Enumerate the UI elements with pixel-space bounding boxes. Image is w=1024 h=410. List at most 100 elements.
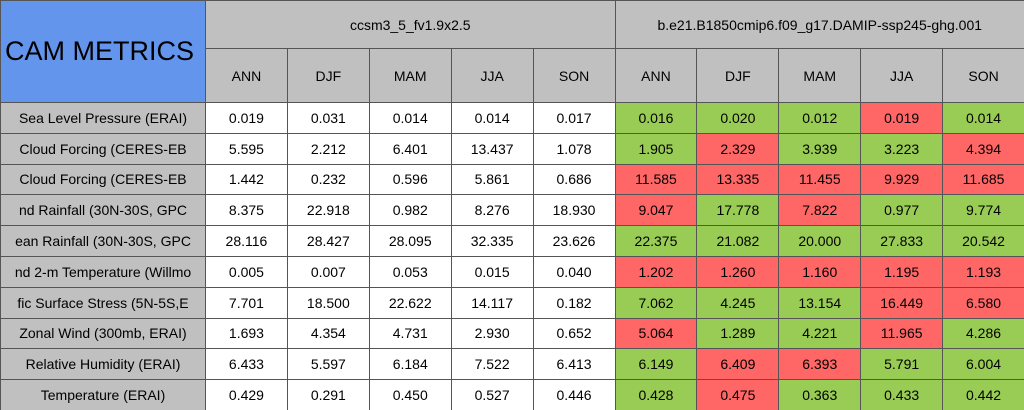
metric-value: 2.212: [286, 132, 370, 165]
metric-value: 0.020: [696, 102, 780, 134]
metric-value: 1.195: [860, 255, 944, 288]
season-header: SON: [942, 48, 1024, 103]
metric-value: 32.335: [450, 225, 534, 257]
metric-value: 0.686: [532, 163, 616, 196]
metric-value: 7.701: [205, 286, 288, 319]
metric-value: 7.062: [614, 286, 698, 319]
metric-value: 5.597: [286, 348, 370, 381]
metric-value: 0.040: [532, 255, 616, 288]
metric-value: 7.522: [450, 348, 534, 381]
metric-value: 0.019: [205, 102, 288, 134]
metric-value: 16.449: [860, 286, 944, 319]
metric-value: 28.095: [368, 225, 452, 257]
metric-value: 6.149: [614, 348, 698, 381]
metric-value: 1.905: [614, 132, 698, 165]
metric-value: 3.939: [778, 132, 862, 165]
season-header: JJA: [860, 48, 944, 103]
metric-value: 0.016: [614, 102, 698, 134]
metric-value: 17.778: [696, 194, 780, 227]
season-header: MAM: [778, 48, 862, 103]
metric-value: 11.585: [614, 163, 698, 196]
season-header: JJA: [450, 48, 534, 103]
metric-value: 0.017: [532, 102, 616, 134]
metric-value: 0.014: [942, 102, 1024, 134]
metric-label: Zonal Wind (300mb, ERAI): [0, 317, 206, 350]
metric-value: 22.375: [614, 225, 698, 257]
metric-value: 1.693: [205, 317, 288, 350]
metric-value: 6.433: [205, 348, 288, 381]
metric-value: 7.822: [778, 194, 862, 227]
metric-label: Cloud Forcing (CERES-EB: [0, 132, 206, 165]
metric-value: 0.019: [860, 102, 944, 134]
metric-label: Temperature (ERAI): [0, 379, 206, 410]
metric-value: 6.401: [368, 132, 452, 165]
metric-value: 18.500: [286, 286, 370, 319]
metric-value: 1.193: [942, 255, 1024, 288]
metric-value: 4.245: [696, 286, 780, 319]
metric-value: 0.475: [696, 379, 780, 410]
metric-value: 14.117: [450, 286, 534, 319]
metric-value: 6.393: [778, 348, 862, 381]
metric-value: 27.833: [860, 225, 944, 257]
metric-value: 0.433: [860, 379, 944, 410]
metric-value: 0.232: [286, 163, 370, 196]
metric-value: 0.053: [368, 255, 452, 288]
metric-label: nd 2-m Temperature (Willmo: [0, 255, 206, 288]
metric-value: 4.731: [368, 317, 452, 350]
metric-value: 4.354: [286, 317, 370, 350]
season-header: SON: [532, 48, 616, 103]
metric-value: 0.450: [368, 379, 452, 410]
metric-value: 0.442: [942, 379, 1024, 410]
metric-value: 13.437: [450, 132, 534, 165]
metric-value: 13.335: [696, 163, 780, 196]
metric-value: 9.047: [614, 194, 698, 227]
metric-value: 0.446: [532, 379, 616, 410]
metric-value: 1.202: [614, 255, 698, 288]
metric-value: 4.221: [778, 317, 862, 350]
metric-value: 8.276: [450, 194, 534, 227]
metric-value: 1.442: [205, 163, 288, 196]
metric-value: 11.455: [778, 163, 862, 196]
metric-value: 1.260: [696, 255, 780, 288]
metric-label: Cloud Forcing (CERES-EB: [0, 163, 206, 196]
metric-value: 0.014: [450, 102, 534, 134]
metric-value: 0.982: [368, 194, 452, 227]
metric-value: 1.078: [532, 132, 616, 165]
metric-value: 11.685: [942, 163, 1024, 196]
metric-value: 0.652: [532, 317, 616, 350]
season-header: MAM: [368, 48, 452, 103]
metric-value: 28.116: [205, 225, 288, 257]
metric-value: 22.918: [286, 194, 370, 227]
metric-value: 0.429: [205, 379, 288, 410]
metric-value: 21.082: [696, 225, 780, 257]
metric-value: 0.007: [286, 255, 370, 288]
metric-value: 5.064: [614, 317, 698, 350]
season-header: DJF: [286, 48, 370, 103]
metric-value: 9.929: [860, 163, 944, 196]
metric-value: 20.000: [778, 225, 862, 257]
metric-value: 8.375: [205, 194, 288, 227]
metric-value: 9.774: [942, 194, 1024, 227]
metric-value: 3.223: [860, 132, 944, 165]
group-header: ccsm3_5_fv1.9x2.5: [205, 0, 616, 49]
metric-value: 0.031: [286, 102, 370, 134]
metric-value: 18.930: [532, 194, 616, 227]
metric-value: 6.004: [942, 348, 1024, 381]
metric-value: 0.291: [286, 379, 370, 410]
metric-value: 5.861: [450, 163, 534, 196]
group-header: b.e21.B1850cmip6.f09_g17.DAMIP-ssp245-gh…: [614, 0, 1024, 49]
metric-value: 0.012: [778, 102, 862, 134]
metric-label: Relative Humidity (ERAI): [0, 348, 206, 381]
metric-value: 28.427: [286, 225, 370, 257]
metric-label: nd Rainfall (30N-30S, GPC: [0, 194, 206, 227]
metric-value: 22.622: [368, 286, 452, 319]
metric-value: 0.182: [532, 286, 616, 319]
metric-value: 20.542: [942, 225, 1024, 257]
metric-label: Sea Level Pressure (ERAI): [0, 102, 206, 134]
metric-value: 0.977: [860, 194, 944, 227]
metric-value: 0.005: [205, 255, 288, 288]
metric-value: 4.286: [942, 317, 1024, 350]
metric-value: 6.184: [368, 348, 452, 381]
